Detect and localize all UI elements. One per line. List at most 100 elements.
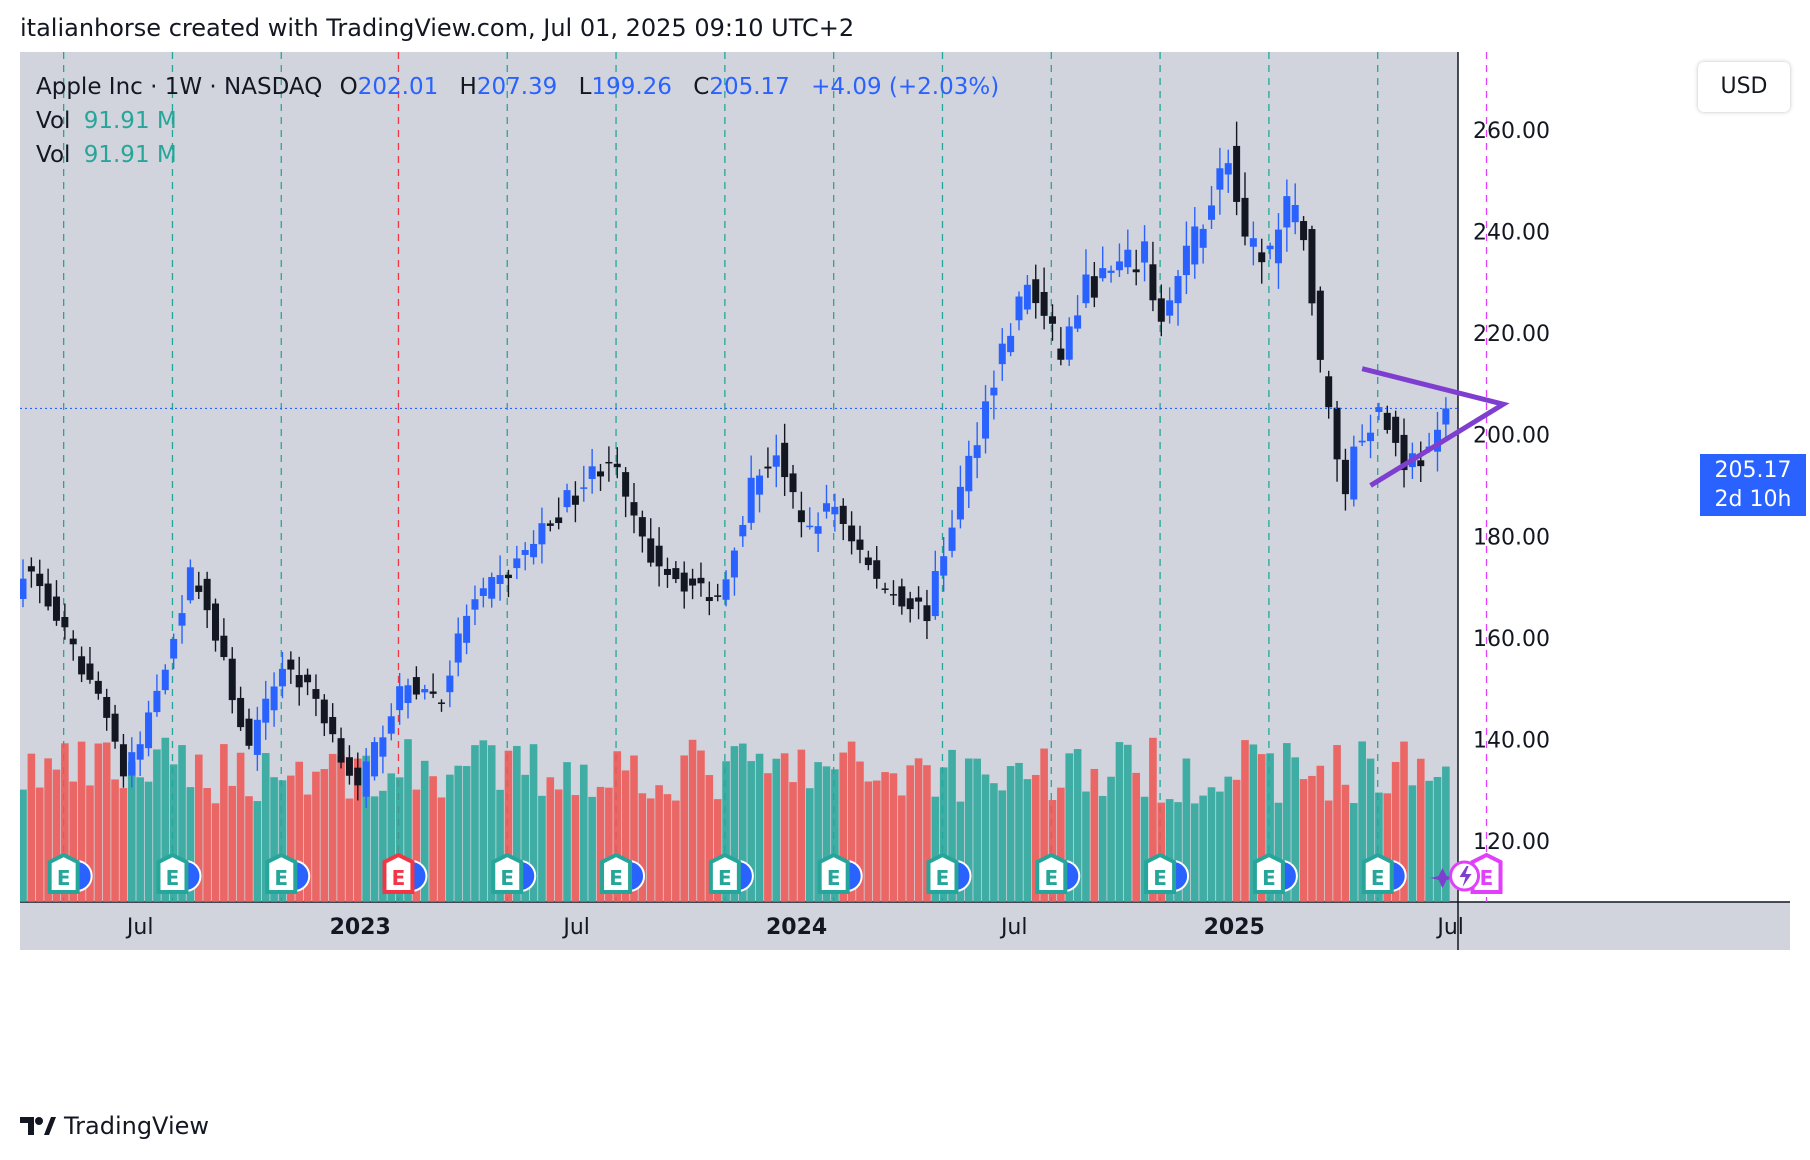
volume-bar [697,750,705,902]
earnings-marker-label: E [166,866,180,890]
earnings-marker-label: E [1371,866,1385,890]
volume-bar [161,737,170,902]
tradingview-logo-icon [20,1117,56,1135]
candle-body [488,577,496,599]
volume-bar [245,796,253,902]
candle-body [1057,348,1065,360]
volume-bar [805,788,814,902]
earnings-marker[interactable]: E [1035,852,1081,894]
legend-volume-row[interactable]: Vol 91.91 M [36,138,1013,172]
candle-body [856,539,864,550]
earnings-marker[interactable]: E [382,852,428,894]
candle-body [772,455,780,467]
volume-bar [1391,761,1400,902]
candle-body [1216,168,1224,190]
candle-body [1283,196,1291,228]
volume-bar [220,744,228,902]
candle-body [1174,276,1182,304]
candle-body [563,490,571,508]
candle-body [555,517,563,524]
candle-body [1082,274,1090,304]
candle-body [588,466,596,480]
volume-bar [52,769,61,902]
candle-body [756,475,764,495]
candle-body [647,538,655,563]
candle-body [814,526,822,534]
candle-body [923,605,931,622]
earnings-marker[interactable]: E [1252,852,1298,894]
volume-bar [630,755,638,902]
candle-body [1249,238,1257,247]
volume-bar [404,739,412,902]
candle-body [1316,290,1324,360]
candle-body [396,686,404,711]
candle-body [1149,264,1157,301]
candle-body [797,510,805,523]
candle-body [195,585,203,592]
candle-body [36,573,44,587]
candle-body [1400,434,1408,471]
volume-bar [931,796,940,902]
volume-bar [1031,774,1040,902]
candle-body [412,677,420,695]
legend-volume-row[interactable]: Vol 91.91 M [36,104,1013,138]
volume-bar [1124,744,1132,902]
candle-body [1199,228,1207,248]
candle-body [998,343,1006,365]
candle-body [722,579,730,600]
candle-body [1308,229,1316,304]
candle-body [1375,407,1383,413]
legend-symbol[interactable]: Apple Inc · 1W · NASDAQ [36,74,323,100]
earnings-shield-icon [1144,852,1177,894]
earnings-marker[interactable]: E [1144,852,1190,894]
earnings-marker[interactable]: E [708,852,754,894]
chart-area[interactable]: E E E E E E E E E E E E E E 260.00 240.00 220.00 200.00 1… [20,52,1806,1092]
volume-bar [1132,772,1140,902]
earnings-marker-label: E [936,866,950,890]
volume-bar [454,765,463,902]
volume-bar [881,772,889,902]
volume-bar [797,749,806,902]
volume-bar [1023,779,1032,902]
legend-low-label: L [578,74,592,100]
candle-body [705,597,713,602]
candle-body [1157,298,1165,322]
earnings-marker[interactable]: E [1361,852,1407,894]
earnings-marker[interactable]: E [600,852,646,894]
time-tick-label: 2025 [1204,915,1265,940]
price-tick-label: 120.00 [1473,830,1550,855]
earnings-marker[interactable]: E [491,852,537,894]
earnings-marker[interactable]: E [156,852,202,894]
price-tick-label: 260.00 [1473,119,1550,144]
candle-body [881,588,889,590]
candle-body [86,663,94,680]
earnings-marker-label: E [1262,866,1276,890]
volume-bar [872,780,881,902]
candle-body [496,575,504,584]
candle-body [421,689,429,693]
earnings-marker[interactable]: E [817,852,863,894]
triangle-pattern-drawing[interactable] [1361,366,1510,488]
volume-bar [270,777,278,902]
earnings-marker[interactable]: E [265,852,311,894]
volume-bar [1040,748,1048,902]
earnings-marker[interactable]: E [926,852,972,894]
volume-bar [588,796,596,902]
candle-body [504,574,512,579]
candle-body [61,617,69,628]
candle-body [103,696,111,718]
volume-bar [1190,803,1199,902]
volume-bar [1366,758,1375,902]
currency-button[interactable]: USD [1698,62,1790,112]
volume-value: 91.91 M [83,142,177,168]
candle-body [20,578,27,599]
volume-bar [990,783,998,902]
candle-body [304,674,312,683]
price-chart[interactable]: E E E E E E E E E E E E E E 260.00 240.00 220.00 200.00 1… [20,52,1790,1092]
candle-body [186,567,194,601]
candle-body [764,466,772,469]
volume-bar [1006,766,1015,902]
earnings-marker[interactable]: E [47,852,93,894]
volume-bar [546,777,555,902]
